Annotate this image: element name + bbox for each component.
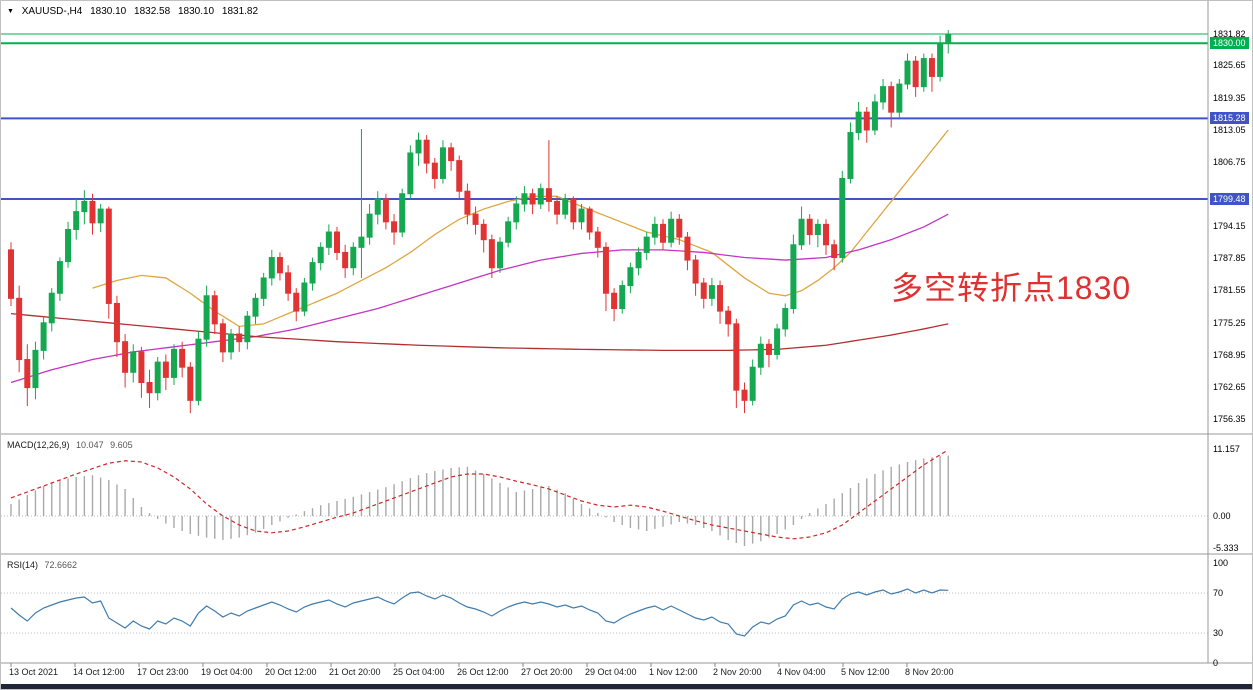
price-tick-label: 1756.35 [1213,413,1246,424]
time-label: 5 Nov 12:00 [841,667,890,677]
macd-main-value: 10.047 [76,440,104,450]
price-tick-label: 1813.05 [1213,124,1246,135]
macd-axis-label: -5.333 [1213,543,1239,553]
price-tick-label: 1825.65 [1213,60,1246,71]
time-label: 29 Oct 04:00 [585,667,637,677]
time-label: 13 Oct 2021 [9,667,59,677]
ohlc-low: 1830.10 [177,6,215,17]
ma-slow-darkred [10,312,949,352]
time-label: 4 Nov 04:00 [777,667,826,677]
time-label: 19 Oct 04:00 [201,667,253,677]
symbol-info-bar: ▼ XAUUSD-,H4 1830.10 1832.58 1830.10 183… [7,6,263,17]
time-label: 14 Oct 12:00 [73,667,125,677]
current-price-label: 1831.82 [1213,29,1246,39]
rsi-line [10,588,949,637]
macd-axis-label: 0.00 [1213,511,1231,521]
annotation-text: 多空转折点1830 [891,270,1132,306]
price-tick-label: 1794.15 [1213,221,1246,232]
macd-signal-value: 9.605 [110,440,133,450]
rsi-axis-label: 0 [1213,658,1219,668]
macd-histogram [10,455,949,547]
ma-fast-orange [92,129,949,328]
ma-mid-magenta [10,213,949,384]
price-tick-label: 1762.65 [1213,381,1246,392]
time-label: 17 Oct 23:00 [137,667,189,677]
collapse-triangle-icon[interactable]: ▼ [7,8,14,15]
time-label: 8 Nov 20:00 [905,667,954,677]
time-label: 20 Oct 12:00 [265,667,317,677]
taskbar-strip[interactable] [1,684,1252,689]
time-label: 21 Oct 20:00 [329,667,381,677]
price-tick-label: 1787.85 [1213,253,1246,264]
rsi-value: 72.6662 [44,560,78,570]
rsi-indicator-label: RSI(14) 72.6662 [7,560,77,570]
price-tick-label: 1819.35 [1213,92,1246,103]
rsi-name: RSI(14) [7,560,39,570]
price-tick-label: 1768.95 [1213,349,1246,360]
price-line-badge: 1830.00 [1210,37,1249,50]
rsi-axis-label: 30 [1213,628,1224,638]
price-line-badge: 1815.28 [1210,112,1249,125]
macd-indicator-label: MACD(12,26,9) 10.047 9.605 [7,440,133,450]
ohlc-high: 1832.58 [134,6,171,17]
macd-name: MACD(12,26,9) [7,440,70,450]
time-label: 1 Nov 12:00 [649,667,698,677]
price-line-badge: 1799.48 [1210,192,1249,205]
symbol-period-label: XAUUSD-,H4 [21,6,83,17]
rsi-axis-label: 100 [1213,558,1229,568]
candlestick-series [8,30,952,414]
macd-signal-line [10,449,949,540]
time-label: 26 Oct 12:00 [457,667,509,677]
price-tick-label: 1781.55 [1213,285,1246,296]
ohlc-close: 1831.82 [221,6,259,17]
rsi-axis-label: 70 [1213,588,1224,598]
ohlc-open: 1830.10 [90,6,127,17]
time-label: 25 Oct 04:00 [393,667,445,677]
time-label: 27 Oct 20:00 [521,667,573,677]
macd-axis-label: 11.157 [1213,444,1240,455]
price-tick-label: 1806.75 [1213,156,1246,167]
time-label: 2 Nov 20:00 [713,667,762,677]
price-tick-label: 1775.25 [1213,317,1246,328]
